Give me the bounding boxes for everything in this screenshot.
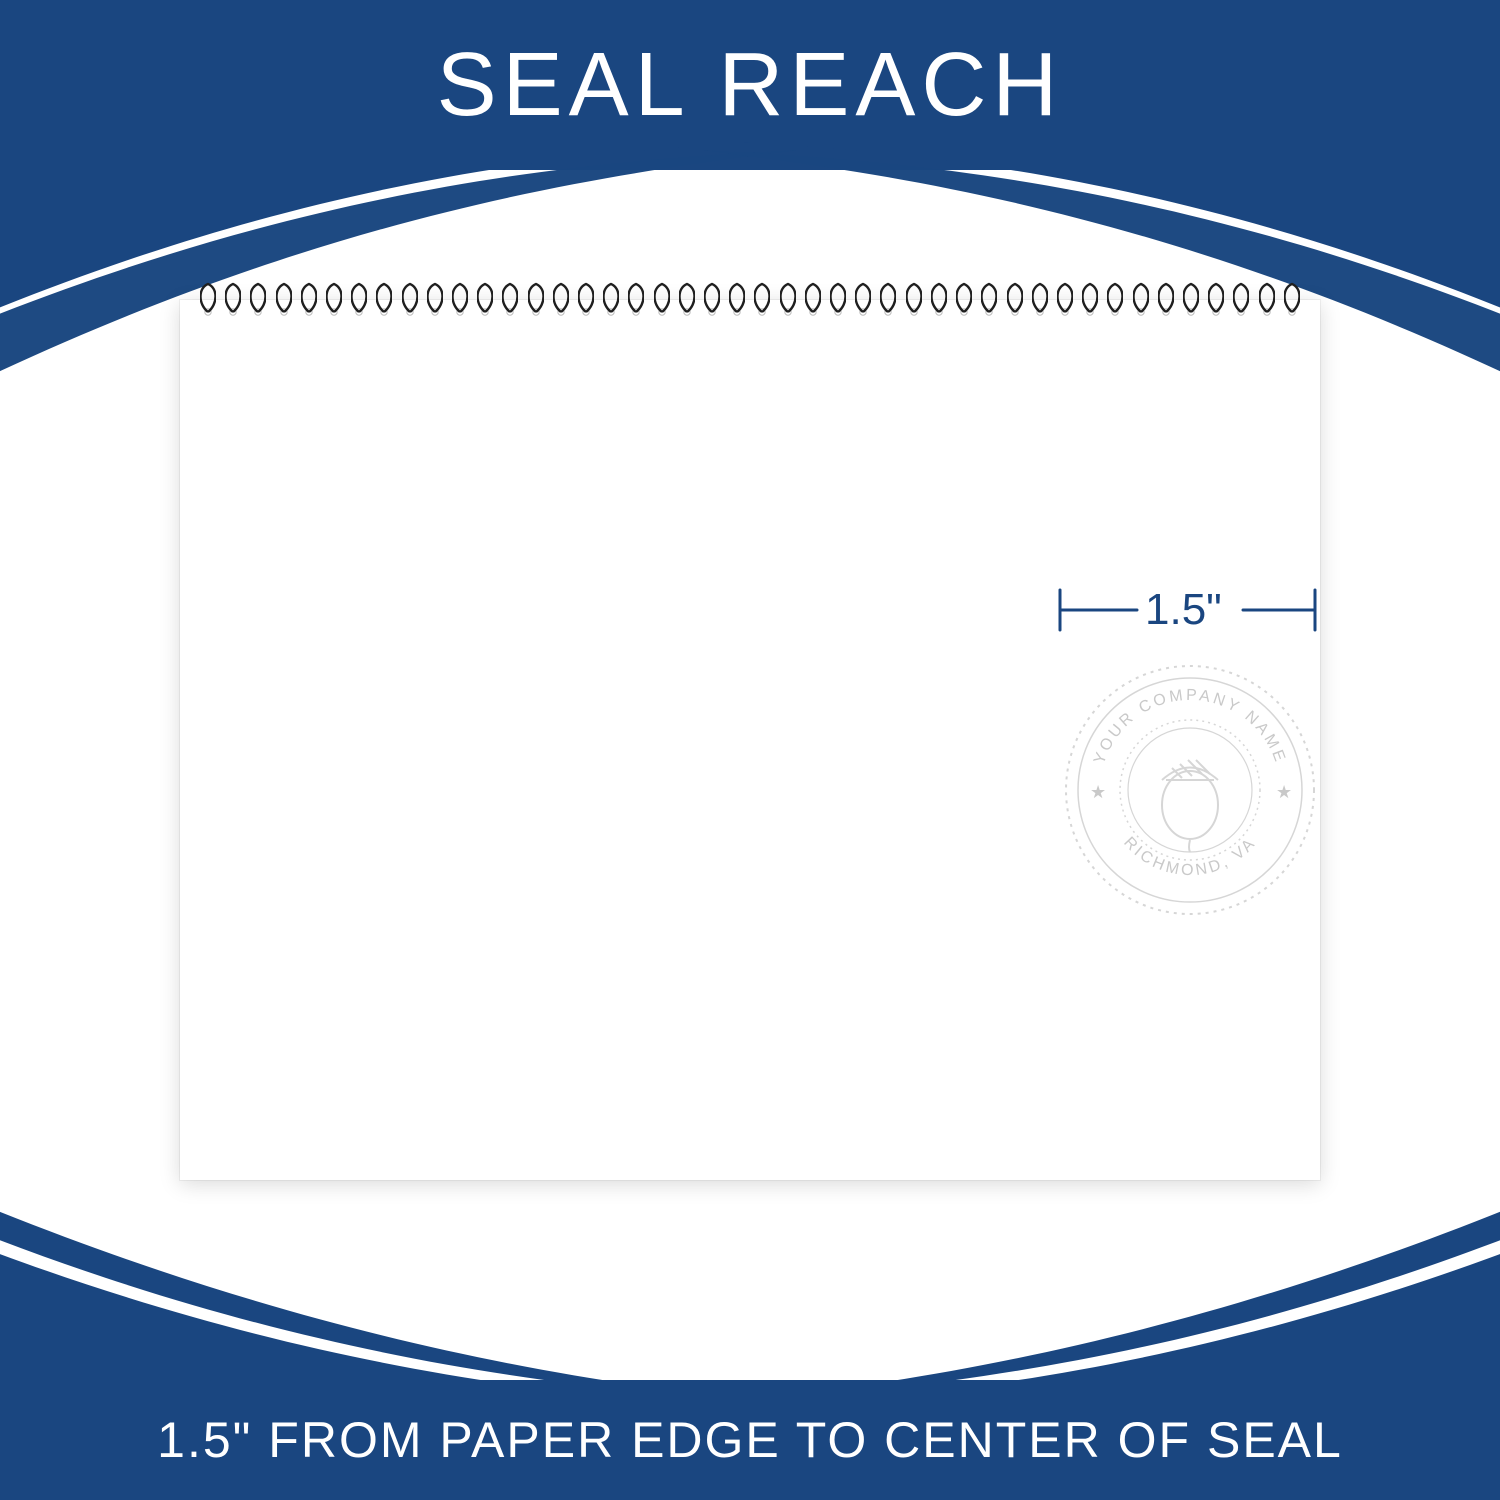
spiral-ring: [654, 282, 670, 318]
spiral-ring: [729, 282, 745, 318]
spiral-ring: [880, 282, 896, 318]
spiral-ring: [250, 282, 266, 318]
swoosh-bottom-right: [700, 1160, 1500, 1410]
notepad: 1.5" YOUR COMPANY NAME RICHMOND, VA ★ ★: [180, 300, 1320, 1180]
spiral-ring: [855, 282, 871, 318]
spiral-ring: [1107, 282, 1123, 318]
spiral-ring: [931, 282, 947, 318]
spiral-ring: [830, 282, 846, 318]
spiral-ring: [1259, 282, 1275, 318]
spiral-ring: [200, 282, 216, 318]
spiral-ring: [981, 282, 997, 318]
spiral-ring: [679, 282, 695, 318]
header-band: SEAL REACH: [0, 0, 1500, 170]
spiral-ring: [1183, 282, 1199, 318]
spiral-ring: [301, 282, 317, 318]
spiral-ring: [780, 282, 796, 318]
spiral-ring: [276, 282, 292, 318]
spiral-ring: [1057, 282, 1073, 318]
swoosh-bottom-left: [0, 1160, 800, 1410]
dimension-label: 1.5": [1145, 585, 1222, 635]
footer-band: 1.5" FROM PAPER EDGE TO CENTER OF SEAL: [0, 1380, 1500, 1500]
spiral-ring: [754, 282, 770, 318]
spiral-ring: [1158, 282, 1174, 318]
spiral-ring: [704, 282, 720, 318]
spiral-ring: [452, 282, 468, 318]
spiral-binding: [200, 282, 1300, 322]
spiral-ring: [326, 282, 342, 318]
spiral-ring: [402, 282, 418, 318]
page-title: SEAL REACH: [437, 34, 1064, 137]
embossed-seal: YOUR COMPANY NAME RICHMOND, VA ★ ★: [1060, 660, 1320, 920]
spiral-ring: [376, 282, 392, 318]
spiral-ring: [805, 282, 821, 318]
spiral-ring: [1007, 282, 1023, 318]
spiral-ring: [906, 282, 922, 318]
spiral-ring: [427, 282, 443, 318]
spiral-ring: [553, 282, 569, 318]
spiral-ring: [502, 282, 518, 318]
spiral-ring: [956, 282, 972, 318]
footer-text: 1.5" FROM PAPER EDGE TO CENTER OF SEAL: [157, 1411, 1343, 1469]
spiral-ring: [528, 282, 544, 318]
spiral-ring: [603, 282, 619, 318]
spiral-ring: [225, 282, 241, 318]
svg-text:YOUR COMPANY NAME: YOUR COMPANY NAME: [1091, 687, 1289, 767]
spiral-ring: [1082, 282, 1098, 318]
spiral-ring: [477, 282, 493, 318]
svg-text:★: ★: [1090, 782, 1106, 802]
spiral-ring: [1133, 282, 1149, 318]
svg-text:★: ★: [1276, 782, 1292, 802]
spiral-ring: [351, 282, 367, 318]
spiral-ring: [1208, 282, 1224, 318]
spiral-ring: [1032, 282, 1048, 318]
spiral-ring: [1233, 282, 1249, 318]
spiral-ring: [578, 282, 594, 318]
spiral-ring: [1284, 282, 1300, 318]
spiral-ring: [628, 282, 644, 318]
